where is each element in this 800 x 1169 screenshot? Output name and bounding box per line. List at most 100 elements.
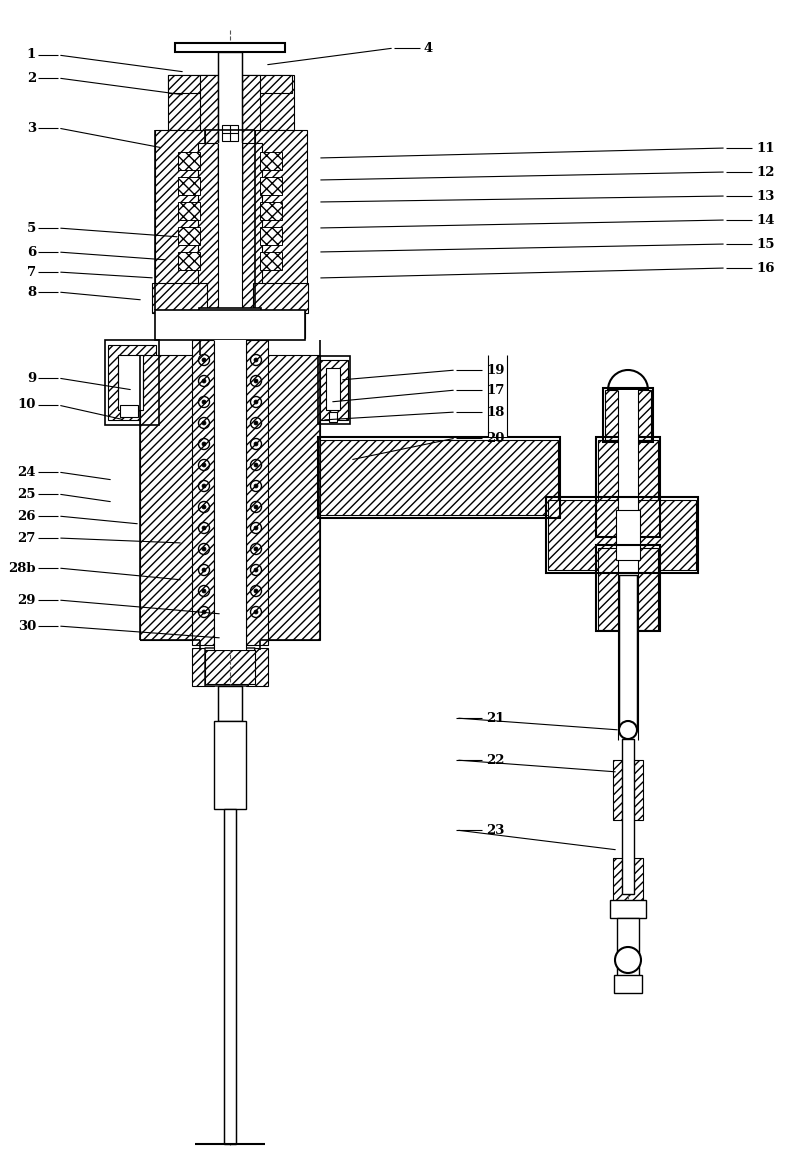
Text: 12: 12 xyxy=(756,166,774,179)
Bar xyxy=(613,858,643,902)
Bar xyxy=(200,75,218,147)
Text: 29: 29 xyxy=(18,594,36,607)
Circle shape xyxy=(254,379,258,383)
Bar xyxy=(192,648,214,686)
Text: 16: 16 xyxy=(756,262,774,275)
Circle shape xyxy=(202,568,206,572)
Bar xyxy=(192,340,214,645)
Bar xyxy=(246,340,268,645)
Circle shape xyxy=(254,547,258,551)
Text: 18: 18 xyxy=(486,406,504,419)
Text: 5: 5 xyxy=(26,221,36,235)
Text: 22: 22 xyxy=(486,754,505,767)
Circle shape xyxy=(254,484,258,487)
Text: 21: 21 xyxy=(486,712,505,725)
Bar xyxy=(218,51,242,200)
Bar xyxy=(242,75,260,147)
Circle shape xyxy=(615,947,641,973)
Circle shape xyxy=(202,379,206,383)
Bar xyxy=(618,390,638,740)
Bar xyxy=(260,202,282,220)
Bar xyxy=(214,722,246,808)
Text: 25: 25 xyxy=(18,487,36,500)
Bar xyxy=(178,152,200,170)
Circle shape xyxy=(254,526,258,530)
Text: 6: 6 xyxy=(26,245,36,258)
Circle shape xyxy=(254,400,258,404)
Text: 4: 4 xyxy=(424,42,434,55)
Bar xyxy=(222,125,238,141)
Bar xyxy=(214,721,246,809)
Text: 11: 11 xyxy=(756,141,774,154)
Circle shape xyxy=(254,358,258,362)
Bar xyxy=(175,43,285,51)
Circle shape xyxy=(202,484,206,487)
Text: 14: 14 xyxy=(756,214,774,227)
Bar xyxy=(242,75,294,130)
Bar xyxy=(596,545,660,631)
Text: 24: 24 xyxy=(18,465,36,478)
Bar xyxy=(614,975,642,992)
Circle shape xyxy=(202,358,206,362)
Bar xyxy=(260,253,282,270)
Bar xyxy=(155,310,305,340)
Circle shape xyxy=(202,421,206,426)
Bar xyxy=(255,312,305,338)
Text: 1: 1 xyxy=(26,48,36,62)
Polygon shape xyxy=(205,648,255,686)
Circle shape xyxy=(254,442,258,447)
Text: 15: 15 xyxy=(756,237,774,250)
Bar xyxy=(260,355,320,639)
Bar xyxy=(610,900,646,918)
Circle shape xyxy=(202,400,206,404)
Bar xyxy=(246,648,268,686)
Circle shape xyxy=(202,505,206,509)
Text: 10: 10 xyxy=(18,399,36,411)
Bar xyxy=(318,437,560,518)
Circle shape xyxy=(202,610,206,614)
Bar xyxy=(318,357,350,424)
Bar xyxy=(155,312,205,338)
Text: 8: 8 xyxy=(27,285,36,298)
Circle shape xyxy=(202,463,206,466)
Bar xyxy=(605,390,651,440)
Bar xyxy=(320,440,558,516)
Bar xyxy=(168,75,218,130)
Bar xyxy=(155,130,205,310)
Bar xyxy=(178,253,200,270)
Bar xyxy=(619,575,637,729)
Bar xyxy=(260,227,282,245)
Circle shape xyxy=(202,547,206,551)
Bar xyxy=(218,143,242,311)
Bar xyxy=(613,760,643,819)
Bar xyxy=(178,202,200,220)
Circle shape xyxy=(254,463,258,466)
Text: 17: 17 xyxy=(486,383,504,396)
Bar xyxy=(616,510,640,560)
Circle shape xyxy=(254,568,258,572)
Circle shape xyxy=(202,442,206,447)
Text: 9: 9 xyxy=(26,372,36,385)
Bar xyxy=(546,497,698,573)
Circle shape xyxy=(254,505,258,509)
Circle shape xyxy=(202,589,206,593)
Text: 19: 19 xyxy=(486,364,505,376)
Circle shape xyxy=(254,421,258,426)
Bar xyxy=(199,307,261,323)
Bar xyxy=(326,368,340,410)
Bar xyxy=(168,75,292,94)
Bar xyxy=(598,548,658,630)
Bar xyxy=(120,404,138,417)
Text: 23: 23 xyxy=(486,823,504,837)
Bar xyxy=(253,283,308,313)
Text: 20: 20 xyxy=(486,431,504,444)
Bar xyxy=(603,388,653,442)
Text: 28b: 28b xyxy=(8,561,36,574)
Text: 30: 30 xyxy=(18,620,36,632)
Circle shape xyxy=(202,526,206,530)
Bar xyxy=(205,650,255,684)
Bar xyxy=(329,411,337,422)
Bar xyxy=(320,360,348,420)
Bar xyxy=(214,340,246,650)
Bar xyxy=(198,143,220,311)
